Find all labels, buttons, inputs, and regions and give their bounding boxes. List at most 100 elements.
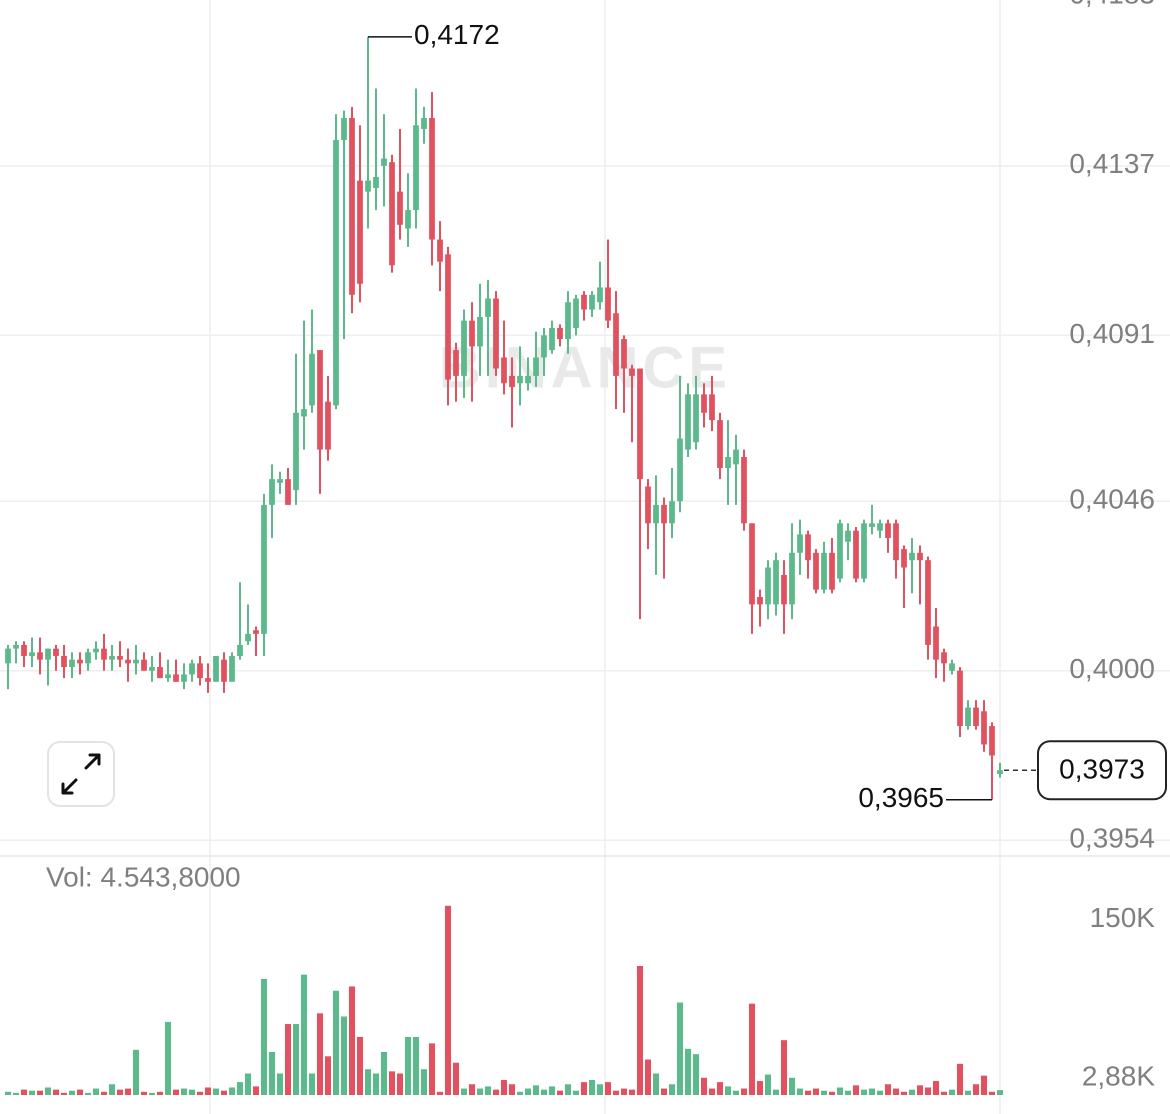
volume-bar bbox=[492, 1089, 500, 1095]
candle-body bbox=[381, 158, 387, 166]
expand-button-frame[interactable] bbox=[47, 741, 115, 807]
candle-body bbox=[165, 674, 171, 679]
candle-body bbox=[797, 534, 803, 553]
volume-bar bbox=[588, 1079, 596, 1095]
candle-body bbox=[13, 644, 19, 649]
candle-body bbox=[741, 456, 747, 524]
candle-body bbox=[285, 479, 291, 505]
candle-body bbox=[989, 726, 995, 756]
candle-body bbox=[525, 375, 531, 384]
candle-body bbox=[621, 339, 627, 369]
y-tick-label: 0,4091 bbox=[1069, 318, 1155, 349]
volume-bar bbox=[228, 1087, 236, 1095]
candle-body bbox=[109, 655, 115, 660]
expand-icon[interactable] bbox=[61, 753, 101, 795]
volume-bar bbox=[436, 1091, 444, 1095]
candle-body bbox=[813, 552, 819, 590]
candle-body bbox=[861, 523, 867, 579]
volume-bar bbox=[580, 1082, 588, 1095]
volume-bar bbox=[396, 1073, 404, 1095]
high-label: 0,4172 bbox=[414, 19, 500, 50]
candle-body bbox=[309, 353, 315, 406]
candle-body bbox=[445, 254, 451, 380]
candle-body bbox=[69, 659, 75, 668]
candle-body bbox=[221, 659, 227, 682]
volume-bar bbox=[540, 1089, 548, 1095]
candle-body bbox=[61, 655, 67, 668]
volume-label: Vol: 4.543,8000 bbox=[46, 861, 241, 892]
volume-bar bbox=[468, 1084, 476, 1095]
volume-bar bbox=[644, 1059, 652, 1095]
volume-bar bbox=[428, 1043, 436, 1095]
volume-bar bbox=[908, 1089, 916, 1095]
candle-body bbox=[597, 287, 603, 303]
candle-body bbox=[29, 652, 35, 656]
candle-body bbox=[829, 552, 835, 590]
candle-body bbox=[957, 670, 963, 727]
candle-body bbox=[573, 298, 579, 328]
volume-bar bbox=[140, 1091, 148, 1095]
volume-bar bbox=[500, 1079, 508, 1095]
candle-body bbox=[141, 659, 147, 671]
expand-button[interactable] bbox=[47, 741, 115, 807]
volume-bar bbox=[652, 1073, 660, 1095]
volume-bar bbox=[772, 1089, 780, 1095]
volume-bar bbox=[692, 1054, 700, 1095]
candle-body bbox=[53, 648, 59, 656]
volume-bar bbox=[972, 1084, 980, 1095]
low-label: 0,3965 bbox=[858, 782, 944, 813]
candle-body bbox=[789, 552, 795, 605]
candle-body bbox=[997, 770, 1003, 774]
candle-body bbox=[197, 663, 203, 679]
volume-bar bbox=[156, 1091, 164, 1095]
volume-bar bbox=[788, 1077, 796, 1095]
volume-bar bbox=[628, 1089, 636, 1095]
volume-bar bbox=[668, 1084, 676, 1095]
volume-bar bbox=[188, 1089, 196, 1095]
volume-bar bbox=[620, 1088, 628, 1095]
volume-bar bbox=[100, 1091, 108, 1095]
volume-bar bbox=[964, 1090, 972, 1095]
candle-body bbox=[485, 298, 491, 317]
candle-body bbox=[413, 125, 419, 211]
volume-bar bbox=[748, 1003, 756, 1095]
candle-body bbox=[805, 534, 811, 561]
candle-body bbox=[509, 375, 515, 387]
candle-body bbox=[557, 327, 563, 340]
volume-bar bbox=[868, 1088, 876, 1095]
volume-bar bbox=[796, 1088, 804, 1095]
volume-bar bbox=[300, 974, 308, 1095]
volume-bar bbox=[420, 1069, 428, 1095]
candle-body bbox=[101, 648, 107, 660]
candle-body bbox=[205, 678, 211, 682]
volume-bar bbox=[892, 1088, 900, 1095]
candle-body bbox=[5, 648, 11, 664]
candle-body bbox=[85, 652, 91, 664]
volume-bar bbox=[508, 1084, 516, 1095]
candle-body bbox=[669, 501, 675, 524]
volume-bar bbox=[780, 1040, 788, 1095]
candle-body bbox=[693, 394, 699, 443]
candle-body bbox=[501, 357, 507, 384]
candle-body bbox=[685, 394, 691, 450]
volume-bar bbox=[292, 1024, 300, 1095]
candle-body bbox=[189, 663, 195, 675]
volume-bar bbox=[252, 1086, 260, 1095]
volume-bar bbox=[68, 1090, 76, 1095]
candle-body bbox=[885, 523, 891, 539]
volume-bar bbox=[460, 1088, 468, 1095]
volume-bar bbox=[404, 1036, 412, 1095]
volume-bar bbox=[484, 1086, 492, 1095]
y-tick-label: 0,4000 bbox=[1069, 653, 1155, 684]
volume-bar bbox=[820, 1090, 828, 1095]
volume-bar bbox=[716, 1082, 724, 1095]
candle-body bbox=[541, 335, 547, 358]
volume-bar bbox=[284, 1024, 292, 1095]
volume-bar bbox=[148, 1092, 156, 1095]
candle-body bbox=[397, 191, 403, 225]
volume-bar bbox=[844, 1090, 852, 1095]
volume-bar bbox=[412, 1036, 420, 1095]
candle-body bbox=[845, 530, 851, 542]
volume-bar bbox=[28, 1090, 36, 1095]
